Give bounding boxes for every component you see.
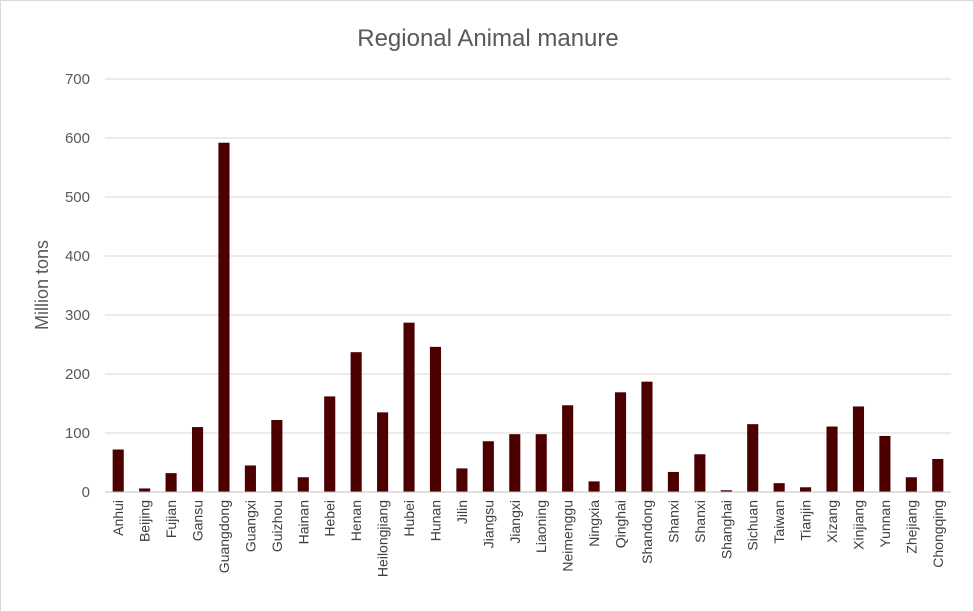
bar-gansu bbox=[191, 427, 204, 492]
bar-xizang bbox=[826, 426, 838, 492]
x-category-label: Guangdong bbox=[216, 500, 232, 573]
x-category-label: Xinjiang bbox=[850, 500, 866, 550]
bar-qinghai bbox=[614, 392, 627, 492]
x-category-label: Liaoning bbox=[533, 500, 549, 553]
x-category-label: Guizhou bbox=[269, 500, 285, 552]
x-category-label: Shanghai bbox=[718, 500, 734, 559]
x-category-label: Beijing bbox=[137, 500, 153, 542]
bar-shanxi bbox=[667, 471, 679, 492]
x-category-label: Fujian bbox=[163, 500, 179, 538]
bar-neimenggu bbox=[562, 405, 574, 492]
bar-jilin bbox=[456, 468, 468, 492]
x-category-label: Ningxia bbox=[586, 500, 602, 547]
y-tick-label: 600 bbox=[65, 130, 90, 147]
x-category-label: Shandong bbox=[639, 500, 655, 564]
y-tick-label: 0 bbox=[82, 484, 90, 501]
bar-jiangxi bbox=[509, 434, 521, 492]
bar-hainan bbox=[297, 477, 309, 492]
x-category-label: Gansu bbox=[190, 500, 206, 541]
x-category-label: Shanxi bbox=[692, 500, 708, 543]
y-tick-label: 400 bbox=[65, 248, 90, 265]
x-category-label: Guangxi bbox=[242, 500, 258, 552]
x-category-label: Henan bbox=[348, 500, 364, 541]
bar-fujian bbox=[165, 473, 177, 492]
x-category-label: Yunnan bbox=[877, 500, 893, 548]
x-category-label: Qinghai bbox=[613, 500, 629, 548]
x-category-label: Hebei bbox=[322, 500, 338, 537]
x-category-label: Jilin bbox=[454, 500, 470, 524]
bar-ningxia bbox=[588, 481, 600, 492]
x-category-label: Xizang bbox=[824, 500, 840, 543]
y-tick-label: 300 bbox=[65, 307, 90, 324]
x-category-label: Hainan bbox=[295, 500, 311, 544]
bar-guizhou bbox=[271, 420, 283, 492]
y-tick-label: 200 bbox=[65, 366, 90, 383]
bar-guangdong bbox=[218, 142, 230, 492]
x-category-label: Hubei bbox=[401, 500, 417, 537]
x-category-label: Anhui bbox=[110, 500, 126, 536]
bar-tianjin bbox=[800, 487, 812, 492]
y-axis-label: Million tons bbox=[32, 240, 52, 330]
x-category-label: Hunan bbox=[427, 500, 443, 541]
y-tick-label: 500 bbox=[65, 189, 90, 206]
bar-hubei bbox=[403, 322, 415, 492]
x-category-label: Shanxi bbox=[665, 500, 681, 543]
bar-sichuan bbox=[747, 424, 759, 492]
y-tick-label: 700 bbox=[65, 71, 90, 88]
x-category-label: Taiwan bbox=[771, 500, 787, 544]
bar-shanghai bbox=[720, 490, 732, 492]
x-category-label: Jiangsu bbox=[480, 500, 496, 548]
x-category-label: Jiangxi bbox=[507, 500, 523, 544]
bars bbox=[112, 142, 944, 492]
x-axis-categories: Anhui Beijing Fujian Gansu Guangdong Guangxi G… bbox=[110, 500, 946, 577]
bar-shanxi bbox=[694, 454, 706, 492]
bar-xinjiang bbox=[852, 406, 865, 492]
chart-title: Regional Animal manure bbox=[357, 25, 618, 52]
bar-hunan bbox=[429, 346, 442, 492]
x-category-label: Chongqing bbox=[930, 500, 946, 568]
bar-beijing bbox=[139, 488, 151, 492]
bar-liaoning bbox=[535, 434, 547, 492]
bar-anhui bbox=[112, 449, 124, 492]
gridlines bbox=[105, 78, 951, 434]
x-category-label: Neimenggu bbox=[560, 500, 576, 572]
x-category-label: Tianjin bbox=[798, 500, 814, 541]
y-axis-ticks: 0 100 200 300 400 500 600 700 bbox=[65, 71, 90, 501]
x-category-label: Zhejiang bbox=[903, 500, 919, 554]
bar-jiangsu bbox=[482, 441, 494, 492]
bar-henan bbox=[350, 352, 362, 492]
x-category-label: Sichuan bbox=[745, 500, 761, 551]
bar-heilongjiang bbox=[377, 412, 389, 492]
bar-zhejiang bbox=[905, 477, 917, 492]
bar-chongqing bbox=[932, 458, 944, 492]
bar-guangxi bbox=[244, 465, 256, 492]
bar-shandong bbox=[641, 381, 653, 492]
x-category-label: Heilongjiang bbox=[375, 500, 391, 577]
bar-taiwan bbox=[773, 483, 785, 492]
y-tick-label: 100 bbox=[65, 425, 90, 442]
bar-yunnan bbox=[879, 435, 891, 492]
bar-hebei bbox=[324, 396, 336, 492]
